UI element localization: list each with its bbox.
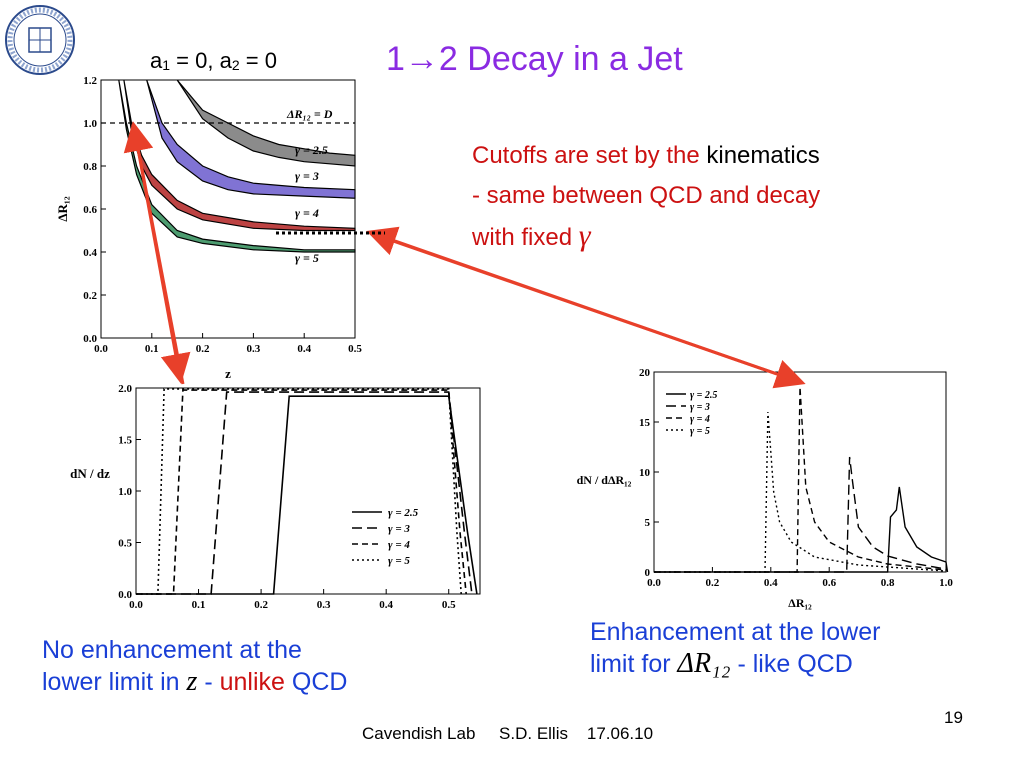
series-label: γ = 2.5: [295, 143, 328, 157]
y-tick-label: 1.0: [83, 118, 97, 130]
x-tick-label: 0.2: [196, 343, 210, 355]
cutoffs-line1: Cutoffs are set by the: [472, 142, 700, 169]
cutoffs-line3: with fixed: [472, 224, 573, 251]
series-line: [654, 411, 947, 573]
series-label: γ = 5: [295, 251, 319, 265]
x-axis-label: ΔR₁₂: [788, 596, 812, 610]
y-tick-label: 5: [645, 517, 651, 529]
x-tick-label: 0.4: [764, 577, 778, 589]
x-tick-label: 0.2: [706, 577, 720, 589]
y-tick-label: 0.6: [83, 204, 97, 216]
no-enhancement-note: No enhancement at the lower limit in z -…: [42, 634, 347, 698]
x-tick-label: 0.3: [317, 599, 331, 611]
y-tick-label: 0.4: [83, 247, 97, 259]
y-tick-label: 2.0: [118, 383, 132, 395]
dn-dz-chart: 0.0 0.1 0.2 0.3 0.4 0.5 0.0 0.5 1.0 1.5 2.0 γ = 2.5…: [70, 383, 481, 611]
legend-label: γ = 5: [690, 426, 710, 437]
series-line: [136, 388, 462, 595]
bands-group: [118, 80, 356, 253]
dash-text: -: [197, 668, 220, 696]
university-seal-logo: [5, 5, 75, 75]
qcd-word: QCD: [284, 668, 348, 696]
x-tick-label: 0.4: [379, 599, 393, 611]
cutoffs-note: Cutoffs are set by the kinematics - same…: [472, 136, 820, 258]
unlike-word: unlike: [219, 668, 285, 696]
enhancement-line2-post: - like QCD: [737, 650, 853, 678]
x-tick-label: 0.5: [442, 599, 456, 611]
x-tick-label: 0.4: [297, 343, 311, 355]
enhancement-line1: Enhancement at the lower: [590, 618, 881, 646]
y-tick-label: 15: [639, 417, 651, 429]
y-axis-label: ΔR₁₂: [55, 196, 70, 221]
enhancement-line2-pre: limit for: [590, 650, 671, 678]
y-tick-label: 10: [639, 467, 651, 479]
kinematics-word: kinematics: [706, 142, 820, 169]
y-tick-label: 0.0: [118, 589, 132, 601]
legend-label: γ = 3: [690, 402, 710, 413]
delta-r-vs-z-chart: 0.0 0.1 0.2 0.3 0.4 0.5 0.0 0.2 0.4 0.6 0.8 1.0 1.2 Δ…: [55, 75, 362, 381]
legend-label: γ = 3: [388, 523, 410, 535]
x-tick-label: 0.8: [881, 577, 895, 589]
y-tick-label: 0.0: [83, 333, 97, 345]
y-tick-label: 0: [645, 567, 651, 579]
y-tick-label: 0.8: [83, 161, 97, 173]
x-tick-label: 0.6: [822, 577, 836, 589]
y-tick-label: 0.2: [83, 290, 97, 302]
x-tick-label: 0.0: [647, 577, 661, 589]
series-line: [136, 395, 478, 595]
legend-label: γ = 5: [388, 555, 410, 567]
y-tick-label: 1.2: [83, 75, 97, 87]
gamma-symbol: γ: [578, 219, 591, 252]
band-area: [146, 80, 356, 199]
y-axis-label: dN / dz: [70, 466, 110, 481]
series-line: [654, 486, 949, 573]
legend-label: γ = 2.5: [388, 507, 419, 519]
x-tick-label: 0.0: [94, 343, 108, 355]
z-math: z: [186, 666, 198, 697]
plot-frame: [135, 387, 481, 595]
parameter-label: a1 = 0, a2 = 0: [150, 48, 277, 73]
series-label: γ = 4: [295, 206, 319, 220]
x-tick-label: 0.2: [254, 599, 268, 611]
reference-line-label: ΔR₁₂ = D: [286, 107, 333, 121]
x-tick-label: 0.5: [348, 343, 362, 355]
x-tick-label: 0.1: [145, 343, 159, 355]
page-number: 19: [944, 708, 963, 727]
y-tick-label: 1.0: [118, 486, 132, 498]
no-enhancement-line2-pre: lower limit in: [42, 668, 180, 696]
legend-label: γ = 4: [690, 414, 710, 425]
x-tick-label: 0.0: [129, 599, 143, 611]
enhancement-note: Enhancement at the lower limit for ΔR₁₂ …: [590, 616, 880, 680]
series-line: [136, 389, 467, 595]
series-line: [654, 386, 947, 573]
y-tick-label: 0.5: [118, 538, 132, 550]
no-enhancement-line1: No enhancement at the: [42, 636, 302, 664]
x-tick-label: 1.0: [939, 577, 953, 589]
delta-r12-math: ΔR₁₂: [677, 648, 731, 679]
x-tick-label: 0.1: [192, 599, 206, 611]
series-line: [136, 391, 473, 595]
series-line: [654, 456, 947, 573]
slide-footer: Cavendish Lab S.D. Ellis 17.06.10: [362, 724, 654, 743]
slide-title: 1→2 Decay in a Jet: [386, 40, 683, 78]
y-tick-label: 20: [639, 367, 651, 379]
y-axis-label: dN / dΔR₁₂: [577, 473, 632, 487]
legend-label: γ = 2.5: [690, 390, 717, 401]
cutoffs-line2: - same between QCD and decay: [472, 182, 821, 209]
x-tick-label: 0.3: [247, 343, 261, 355]
legend-label: γ = 4: [388, 539, 410, 551]
series-label: γ = 3: [295, 169, 319, 183]
y-tick-label: 1.5: [118, 435, 132, 447]
x-axis-label: z: [225, 366, 231, 381]
